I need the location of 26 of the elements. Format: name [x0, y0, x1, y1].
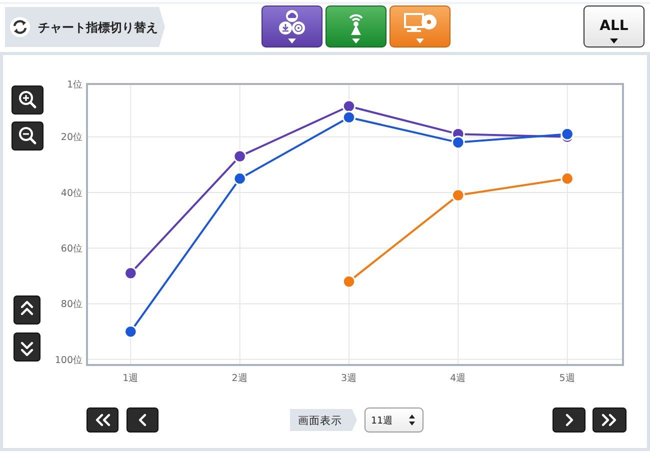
point [560, 127, 574, 141]
text: 画面表示 [298, 414, 342, 427]
point [233, 172, 246, 186]
point [342, 274, 356, 288]
y-tick-label: 80位 [60, 298, 83, 310]
x-tick-label: 3週 [340, 373, 358, 384]
point [124, 266, 138, 280]
text: 11週 [371, 416, 394, 426]
x-tick-label: 2週 [232, 373, 248, 384]
y-tick-label: 100位 [54, 354, 83, 366]
x-tick-label: 5週 [559, 373, 576, 384]
point [342, 100, 356, 113]
point [124, 324, 138, 338]
point [451, 136, 465, 150]
x-tick-label: 4週 [450, 373, 466, 384]
point [233, 150, 246, 163]
y-tick-label: 20位 [60, 131, 83, 144]
text: チャート指標切り替え [38, 20, 158, 34]
point [451, 188, 465, 202]
x-tick-label: 1週 [122, 373, 139, 384]
y-tick-label: 40位 [60, 186, 83, 199]
y-tick-label: 60位 [60, 242, 83, 254]
point [342, 110, 356, 124]
text: ALL [600, 18, 628, 34]
point [560, 172, 574, 186]
y-tick-label: 1位 [66, 78, 83, 90]
